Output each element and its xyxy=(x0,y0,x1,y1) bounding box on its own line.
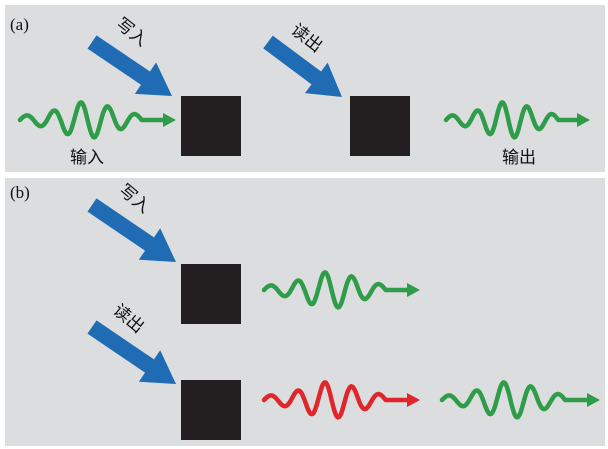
panel-label: (a) xyxy=(10,15,29,34)
figure: (a) 写入 读出 输入 输出 (b) 写入 读出 xyxy=(0,0,608,449)
memory-block xyxy=(181,264,241,324)
input-label: 输入 xyxy=(70,148,104,167)
memory-block xyxy=(350,96,410,156)
memory-block xyxy=(181,380,241,440)
panel-label: (b) xyxy=(10,183,30,202)
memory-block xyxy=(181,96,241,156)
output-label: 输出 xyxy=(502,148,536,167)
